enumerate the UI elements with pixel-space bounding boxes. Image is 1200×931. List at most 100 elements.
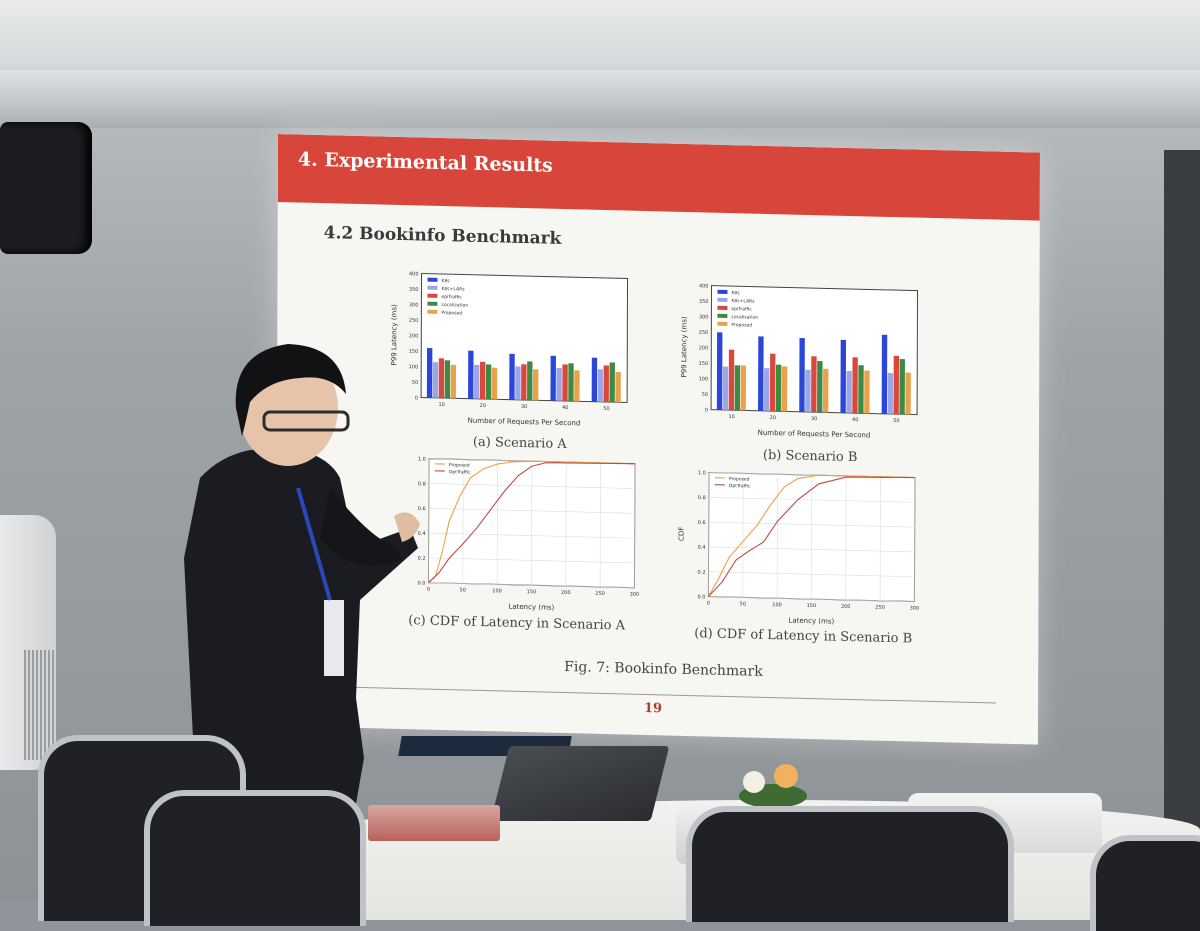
x-tick-label: 0: [427, 587, 430, 593]
bar: [864, 371, 869, 414]
bar: [486, 364, 491, 399]
bar: [480, 362, 485, 399]
bar: [604, 365, 609, 402]
bar: [723, 366, 728, 410]
y-tick-label: 0: [705, 407, 708, 413]
bar: [451, 365, 456, 399]
legend-label: K8s: [441, 278, 450, 284]
bar: [782, 366, 787, 411]
bar: [817, 361, 823, 412]
x-tick-label: 250: [595, 591, 605, 597]
laptop: [491, 746, 670, 821]
x-axis-label: Number of Requests Per Second: [758, 429, 871, 440]
slide-header-title: 4. Experimental Results: [298, 148, 553, 176]
bar: [609, 362, 614, 402]
air-conditioner-grill: [24, 650, 54, 760]
flower-vase: [736, 762, 810, 808]
x-tick-label: 50: [460, 587, 466, 593]
legend-swatch: [427, 294, 437, 298]
legend-label: Proposed: [441, 310, 462, 317]
bar: [852, 357, 858, 413]
legend-swatch: [717, 306, 727, 310]
legend-swatch: [717, 314, 727, 318]
wall-edge: [1164, 150, 1200, 830]
x-tick-label: 100: [492, 588, 502, 594]
y-tick-label: 50: [702, 392, 708, 398]
x-tick-label: 150: [807, 603, 817, 609]
legend-swatch: [717, 290, 727, 294]
bar: [846, 371, 851, 413]
y-tick-label: 1.0: [698, 470, 706, 476]
bar: [615, 372, 620, 403]
bar: [894, 356, 900, 414]
y-tick-label: 350: [699, 299, 709, 305]
y-tick-label: 300: [409, 302, 419, 308]
x-tick-label: 200: [841, 604, 851, 610]
y-tick-label: 100: [699, 376, 709, 382]
bar: [533, 369, 538, 400]
projection-screen-housing: [0, 70, 1200, 128]
x-axis-label: Number of Requests Per Second: [468, 417, 581, 428]
bar: [468, 351, 474, 399]
bar: [598, 369, 603, 402]
legend-label: Proposed: [731, 322, 752, 329]
bar: [556, 368, 561, 401]
caption-scenario-b: (b) Scenario B: [763, 448, 858, 465]
x-tick-label: 300: [910, 605, 920, 611]
y-tick-label: 150: [699, 361, 709, 367]
y-axis-label: CDF: [678, 527, 686, 542]
bar: [527, 361, 532, 400]
bar: [509, 354, 514, 400]
y-tick-label: 250: [699, 330, 709, 336]
x-tick-label: 20: [770, 415, 776, 421]
y-tick-label: 0.4: [698, 545, 706, 551]
legend-label: Proposed: [729, 476, 750, 483]
y-tick-label: 400: [409, 271, 419, 277]
bar: [764, 368, 769, 411]
y-tick-label: 0.0: [697, 594, 705, 600]
bar: [445, 360, 450, 398]
figure-caption: Fig. 7: Bookinfo Benchmark: [564, 659, 763, 680]
x-tick-label: 30: [811, 416, 817, 422]
chair: [686, 806, 1014, 922]
x-tick-label: 50: [740, 601, 746, 607]
bar: [840, 340, 846, 413]
legend-label: Localization: [731, 314, 758, 321]
x-tick-label: 250: [875, 605, 885, 611]
legend-label: epiTraffic: [731, 306, 752, 313]
bar: [550, 356, 555, 401]
x-tick-label: 50: [603, 406, 609, 412]
legend-label: K8s+LARs: [731, 298, 755, 305]
bar: [899, 359, 905, 414]
bar: [758, 336, 764, 411]
x-tick-label: 10: [438, 402, 444, 408]
bar: [805, 370, 810, 412]
y-tick-label: 300: [699, 314, 709, 320]
bar: [515, 366, 520, 400]
legend-label: K8s: [731, 290, 740, 296]
x-tick-label: 200: [561, 590, 571, 596]
legend-swatch: [427, 278, 437, 282]
chair: [1090, 835, 1200, 931]
legend-label: K8s+LARs: [441, 286, 465, 293]
legend-label: OptTraffic: [449, 469, 471, 476]
x-axis-label: Latency (ms): [508, 603, 554, 612]
bar: [592, 358, 597, 402]
legend-swatch: [717, 322, 727, 326]
y-tick-label: 200: [699, 345, 709, 351]
y-tick-label: 250: [409, 318, 419, 324]
wall-speaker: [0, 122, 92, 254]
bar: [521, 364, 526, 400]
bar: [882, 335, 888, 414]
bar: [858, 365, 864, 413]
bar: [799, 338, 805, 412]
bar: [811, 356, 817, 412]
section-title: 4.2 Bookinfo Benchmark: [324, 223, 562, 249]
bar: [574, 370, 579, 401]
bar: [433, 362, 438, 398]
lanyard-badge: [324, 600, 344, 676]
bar: [717, 332, 723, 410]
